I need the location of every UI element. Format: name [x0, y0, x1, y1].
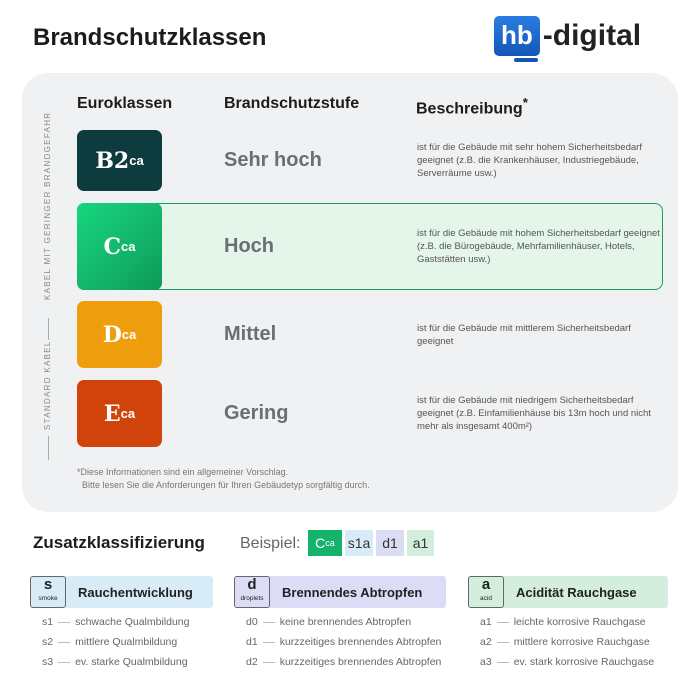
protection-level: Gering [224, 401, 289, 424]
class-sub: ca [121, 327, 137, 342]
logo-box: hb [494, 16, 540, 62]
item-code: a2 [480, 636, 492, 648]
protection-level: Hoch [224, 234, 274, 257]
description: ist für die Gebäude mit sehr hohem Siche… [417, 141, 642, 179]
side-label-low-fire: KABEL MIT GERINGER BRANDGEFAHR [43, 111, 52, 300]
description: ist für die Gebäude mit niedrigem Sicher… [417, 394, 651, 432]
header-beschreibung: Beschreibung* [416, 95, 528, 118]
dash [262, 621, 275, 623]
category-item: a1 leichte korrosive Rauchgase [480, 616, 646, 628]
item-text: ev. stark korrosive Rauchgase [513, 656, 655, 668]
class-letter: C [103, 233, 122, 260]
category-item: a2 mittlere korrosive Rauchgase [480, 636, 650, 648]
category-item: d0 keine brennendes Abtropfen [246, 616, 411, 628]
class-letter: E [103, 400, 121, 427]
footnote-2: Bitte lesen Sie die Anforderungen für Ih… [82, 480, 370, 490]
example-chip: d1 [376, 530, 404, 556]
header-euroklassen: Euroklassen [77, 95, 173, 112]
category-s: s smoke Rauchentwicklung [30, 576, 213, 608]
key-sub: droplets [240, 595, 264, 602]
category-d: d droplets Brennendes Abtropfen [234, 576, 446, 608]
item-text: kurzzeitiges brennendes Abtropfen [279, 636, 442, 648]
divider [48, 318, 49, 340]
divider [48, 436, 49, 460]
item-code: s2 [42, 636, 54, 648]
dash [262, 641, 275, 643]
dash [58, 661, 71, 663]
category-item: s3 ev. starke Qualmbildung [42, 656, 188, 668]
class-letter: B2 [95, 147, 130, 174]
item-code: a1 [480, 616, 492, 628]
item-code: s1 [42, 616, 54, 628]
item-text: kurzzeitiges brennendes Abtropfen [279, 656, 442, 668]
item-code: d1 [246, 636, 258, 648]
category-a: a acid Acidität Rauchgase [468, 576, 668, 608]
item-text: mittlere korrosive Rauchgase [513, 636, 650, 648]
example-label: Beispiel: [240, 535, 301, 552]
category-item: d1 kurzzeitiges brennendes Abtropfen [246, 636, 441, 648]
category-key: a acid [468, 576, 504, 608]
chip-text: d1 [382, 535, 398, 551]
class-sub: ca [121, 239, 136, 254]
description: ist für die Gebäude mit mittlerem Sicher… [417, 322, 631, 347]
key-letter: a [481, 576, 491, 593]
class-letter: D [102, 321, 122, 348]
dash [58, 641, 71, 643]
key-sub: smoke [38, 595, 58, 602]
euroclass-badge: B2 ca [77, 130, 162, 191]
logo-text: -digital [542, 19, 642, 52]
header-text: Beschreibung [416, 100, 523, 118]
category-name: Acidität Rauchgase [516, 584, 637, 600]
chip-sub: ca [325, 538, 335, 548]
chip-text: s1a [347, 535, 371, 551]
dash [496, 621, 509, 623]
logo: hb -digital [494, 16, 642, 62]
dash [496, 641, 509, 643]
chip-text: C [315, 535, 326, 551]
key-letter: s [43, 576, 53, 593]
footnote-1: *Diese Informationen sind ein allgemeine… [77, 467, 289, 477]
item-code: s3 [42, 656, 54, 668]
category-item: s2 mittlere Qualmbildung [42, 636, 177, 648]
dash [496, 661, 509, 663]
chip-text: a1 [412, 535, 429, 551]
key-sub: acid [480, 595, 492, 602]
protection-level: Mittel [224, 322, 277, 345]
item-text: keine brennendes Abtropfen [279, 616, 412, 628]
header-brandschutzstufe: Brandschutzstufe [224, 95, 360, 112]
example-chip: a1 [407, 530, 434, 556]
item-text: mittlere Qualmbildung [75, 636, 178, 648]
header-note: * [522, 95, 528, 110]
category-key: s smoke [30, 576, 66, 608]
category-name: Brennendes Abtropfen [282, 584, 423, 600]
class-sub: ca [120, 406, 136, 421]
dash [58, 621, 71, 623]
category-item: s1 schwache Qualmbildung [42, 616, 190, 628]
side-label-standard: STANDARD KABEL [43, 340, 52, 430]
item-code: d2 [246, 656, 258, 668]
key-letter: d [247, 576, 257, 593]
protection-level: Sehr hoch [224, 148, 322, 171]
description: ist für die Gebäude mit hohem Sicherheit… [417, 227, 660, 265]
item-code: d0 [246, 616, 258, 628]
section-title: Zusatzklassifizierung [33, 533, 205, 552]
item-text: ev. starke Qualmbildung [75, 656, 188, 668]
highlight-row [77, 203, 663, 290]
item-code: a3 [480, 656, 492, 668]
class-sub: ca [129, 153, 144, 168]
item-text: leichte korrosive Rauchgase [513, 616, 646, 628]
example-chip: s1a [345, 530, 373, 556]
category-item: a3 ev. stark korrosive Rauchgase [480, 656, 654, 668]
category-name: Rauchentwicklung [78, 584, 193, 600]
category-item: d2 kurzzeitiges brennendes Abtropfen [246, 656, 441, 668]
page-title: Brandschutzklassen [33, 24, 267, 51]
category-key: d droplets [234, 576, 270, 608]
item-text: schwache Qualmbildung [75, 616, 190, 628]
dash [262, 661, 275, 663]
